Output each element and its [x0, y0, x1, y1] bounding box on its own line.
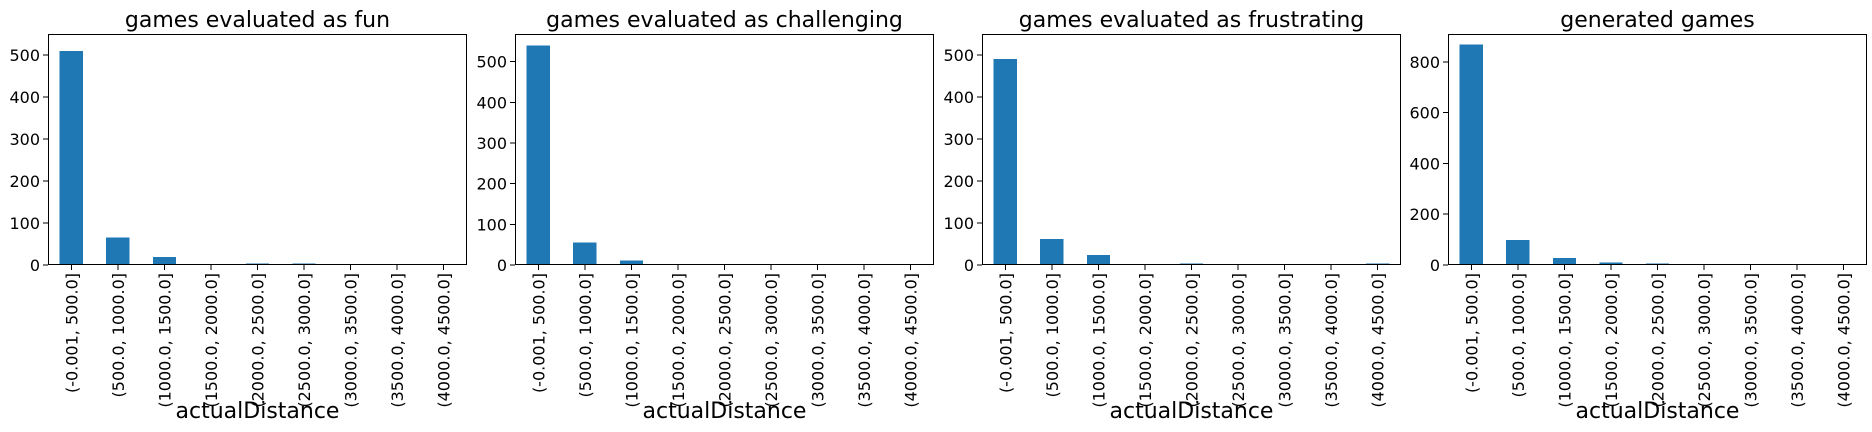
x-tick-label: (3500.0, 4000.0]	[388, 273, 407, 408]
chart-title: games evaluated as frustrating	[1019, 8, 1365, 33]
x-tick-label: (1500.0, 2000.0]	[1602, 273, 1621, 408]
chart-title: generated games	[1560, 8, 1755, 33]
axes-frame	[515, 34, 934, 265]
y-tick-label: 500	[9, 46, 40, 65]
x-tick-label: (1000.0, 1500.0]	[622, 273, 641, 408]
x-tick-label: (4000.0, 4500.0]	[1835, 273, 1854, 408]
x-tick-label: (2000.0, 2500.0]	[1183, 273, 1202, 408]
chart-panel-4: 0 200 400 600 800 (-0.001, 500.0] (500.0, 1000…	[1409, 8, 1867, 424]
bar-1	[1459, 44, 1483, 265]
bar-2	[573, 242, 597, 265]
bar-3	[1552, 257, 1577, 265]
chart-panel-3: 0 100 200 300 400 500 (-0.001, 500.0] (500.0, 1…	[943, 8, 1401, 424]
x-tick-label: (2000.0, 2500.0]	[716, 273, 735, 408]
x-tick-label: (4000.0, 4500.0]	[435, 273, 454, 408]
y-tick-label: 300	[9, 130, 40, 149]
y-tick-label: 400	[943, 88, 974, 107]
x-tick-label: (2500.0, 3000.0]	[1229, 273, 1248, 408]
x-tick-label: (3500.0, 4000.0]	[1788, 273, 1807, 408]
bar-2	[106, 237, 130, 265]
x-tick-label: (2000.0, 2500.0]	[1649, 273, 1668, 408]
x-tick-label: (1500.0, 2000.0]	[202, 273, 221, 408]
x-axis-label: actualDistance	[176, 399, 340, 424]
x-tick-label: (3500.0, 4000.0]	[855, 273, 874, 408]
x-axis-label: actualDistance	[1110, 399, 1274, 424]
x-tick-label: (3000.0, 3500.0]	[1276, 273, 1295, 408]
y-tick-label: 800	[1409, 53, 1440, 72]
x-tick-label: (2500.0, 3000.0]	[1695, 273, 1714, 408]
x-tick-label: (-0.001, 500.0]	[62, 273, 81, 393]
y-tick-label: 400	[476, 93, 507, 112]
axes-frame	[982, 34, 1401, 265]
y-tick-label: 0	[30, 256, 40, 275]
x-tick-label: (3000.0, 3500.0]	[809, 273, 828, 408]
x-tick-label: (2500.0, 3000.0]	[295, 273, 314, 408]
y-tick-label: 100	[943, 214, 974, 233]
y-tick-label: 0	[497, 256, 507, 275]
y-tick-label: 500	[476, 53, 507, 72]
chart-title: games evaluated as challenging	[546, 8, 903, 33]
bar-1	[59, 50, 83, 265]
axes-frame	[1448, 34, 1867, 265]
x-tick-label: (500.0, 1000.0]	[1509, 273, 1528, 397]
x-tick-label: (4000.0, 4500.0]	[1369, 273, 1388, 408]
y-tick-label: 100	[476, 215, 507, 234]
y-tick-label: 0	[1430, 256, 1440, 275]
x-tick-label: (1000.0, 1500.0]	[1089, 273, 1108, 408]
axes-frame	[48, 34, 467, 265]
x-tick-label: (-0.001, 500.0]	[1462, 273, 1481, 393]
x-tick-label: (2000.0, 2500.0]	[249, 273, 268, 408]
x-axis-label: actualDistance	[1576, 399, 1740, 424]
x-tick-label: (500.0, 1000.0]	[109, 273, 128, 397]
bar-2	[1506, 240, 1530, 265]
x-tick-label: (2500.0, 3000.0]	[762, 273, 781, 408]
chart-title: games evaluated as fun	[125, 8, 390, 33]
y-tick-label: 300	[943, 130, 974, 149]
y-tick-label: 400	[9, 88, 40, 107]
x-tick-label: (1500.0, 2000.0]	[1136, 273, 1155, 408]
x-tick-label: (1500.0, 2000.0]	[669, 273, 688, 408]
x-tick-label: (3500.0, 4000.0]	[1322, 273, 1341, 408]
y-tick-label: 200	[1409, 205, 1440, 224]
bar-4	[1599, 262, 1623, 265]
x-tick-label: (3000.0, 3500.0]	[342, 273, 361, 408]
bar-1	[993, 59, 1017, 266]
x-axis-label: actualDistance	[643, 399, 807, 424]
y-tick-label: 600	[1409, 104, 1440, 123]
bar-3	[152, 257, 177, 265]
bar-2	[1040, 238, 1064, 265]
bar-3	[619, 260, 644, 265]
x-tick-label: (500.0, 1000.0]	[1043, 273, 1062, 397]
y-tick-label: 200	[943, 172, 974, 191]
x-tick-label: (1000.0, 1500.0]	[155, 273, 174, 408]
y-tick-label: 200	[9, 172, 40, 191]
x-tick-label: (1000.0, 1500.0]	[1555, 273, 1574, 408]
x-tick-label: (-0.001, 500.0]	[996, 273, 1015, 393]
bar-3	[1086, 254, 1111, 265]
bar-1	[526, 45, 550, 265]
y-tick-label: 500	[943, 46, 974, 65]
x-tick-label: (3000.0, 3500.0]	[1742, 273, 1761, 408]
chart-panel-2: 0 100 200 300 400 500 (-0.001, 500.0] (500.0, 1…	[476, 8, 934, 424]
y-tick-label: 200	[476, 175, 507, 194]
x-tick-label: (-0.001, 500.0]	[529, 273, 548, 393]
chart-panel-1: 0 100 200 300 400 500 (-0.001, 500.0] (500.0, 1…	[9, 8, 467, 424]
y-tick-label: 100	[9, 214, 40, 233]
y-tick-label: 300	[476, 134, 507, 153]
x-tick-label: (4000.0, 4500.0]	[902, 273, 921, 408]
x-tick-label: (500.0, 1000.0]	[576, 273, 595, 397]
y-tick-label: 0	[964, 256, 974, 275]
y-tick-label: 400	[1409, 154, 1440, 173]
